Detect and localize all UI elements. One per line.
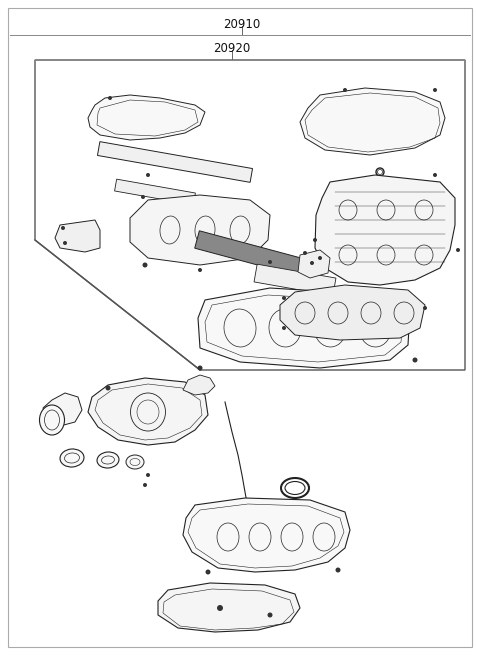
Circle shape [318, 256, 322, 260]
Circle shape [197, 365, 203, 371]
Polygon shape [115, 179, 195, 205]
Polygon shape [55, 220, 100, 252]
Polygon shape [130, 195, 270, 265]
Circle shape [141, 195, 145, 199]
Circle shape [63, 241, 67, 245]
Circle shape [146, 173, 150, 177]
Circle shape [217, 605, 223, 611]
Circle shape [106, 386, 110, 390]
Polygon shape [183, 375, 215, 395]
Polygon shape [97, 141, 252, 182]
Polygon shape [183, 498, 350, 572]
Polygon shape [315, 175, 455, 285]
Circle shape [143, 263, 147, 267]
Polygon shape [158, 583, 300, 632]
Circle shape [336, 567, 340, 572]
Circle shape [282, 326, 286, 330]
Polygon shape [88, 95, 205, 140]
Circle shape [423, 306, 427, 310]
Circle shape [310, 261, 314, 265]
Polygon shape [43, 393, 82, 426]
Text: 20910: 20910 [223, 18, 261, 31]
Polygon shape [300, 88, 445, 155]
Circle shape [412, 358, 418, 362]
Circle shape [433, 88, 437, 92]
Circle shape [143, 483, 147, 487]
Circle shape [146, 473, 150, 477]
Polygon shape [195, 231, 315, 279]
Circle shape [456, 248, 460, 252]
Circle shape [433, 173, 437, 177]
Polygon shape [298, 250, 330, 278]
Circle shape [268, 260, 272, 264]
Polygon shape [280, 285, 425, 340]
Text: 20920: 20920 [214, 42, 251, 55]
Polygon shape [198, 288, 410, 368]
Circle shape [198, 268, 202, 272]
Circle shape [303, 251, 307, 255]
Polygon shape [88, 378, 208, 445]
Ellipse shape [126, 455, 144, 469]
Circle shape [267, 612, 273, 618]
Circle shape [108, 96, 112, 100]
Ellipse shape [39, 405, 64, 435]
Circle shape [282, 296, 286, 300]
Polygon shape [254, 264, 336, 296]
FancyBboxPatch shape [8, 8, 472, 647]
Circle shape [343, 88, 347, 92]
Ellipse shape [97, 452, 119, 468]
Circle shape [205, 569, 211, 574]
Circle shape [61, 226, 65, 230]
Circle shape [313, 238, 317, 242]
Ellipse shape [60, 449, 84, 467]
